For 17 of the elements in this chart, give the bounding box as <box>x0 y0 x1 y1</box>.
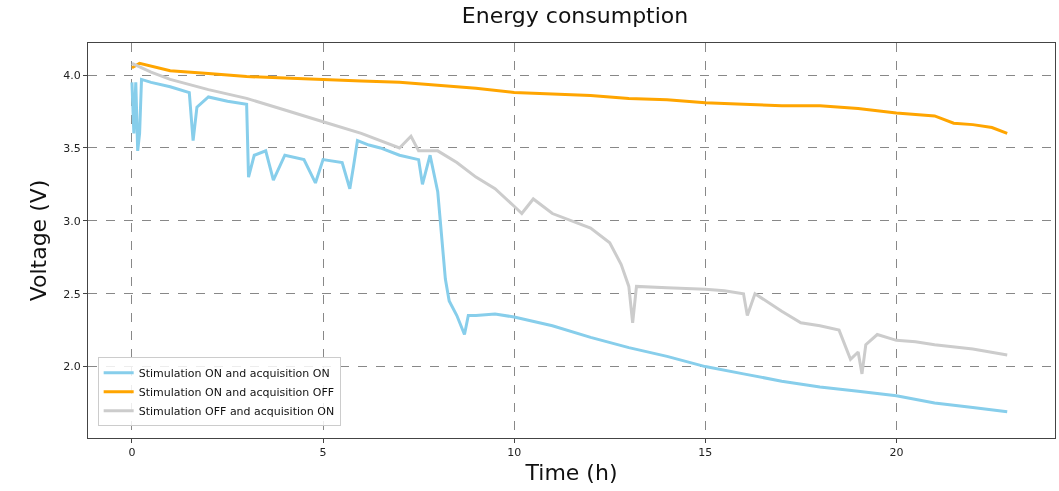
chart-title: Energy consumption <box>461 2 689 28</box>
legend-label: Stimulation ON and acquisition OFF <box>138 385 335 399</box>
y-tick-label: 2.5 <box>63 287 81 301</box>
y-tick-label: 3.5 <box>63 141 81 155</box>
x-tick-label: 5 <box>319 446 327 460</box>
x-tick-label: 15 <box>698 446 713 460</box>
line-series <box>130 61 1009 135</box>
y-axis-title: Voltage (V) <box>26 179 52 302</box>
x-axis-title: Time (h) <box>524 460 618 486</box>
x-tick-label: 10 <box>507 446 522 460</box>
x-tick-label: 20 <box>889 446 904 460</box>
y-tick-label: 3.0 <box>63 214 81 228</box>
x-tick-label: 0 <box>128 446 136 460</box>
legend-label: Stimulation ON and acquisition ON <box>138 366 330 380</box>
legend-label: Stimulation OFF and acquisition ON <box>138 404 335 418</box>
y-tick-label: 4.0 <box>63 68 81 82</box>
y-tick-label: 2.0 <box>63 360 81 374</box>
